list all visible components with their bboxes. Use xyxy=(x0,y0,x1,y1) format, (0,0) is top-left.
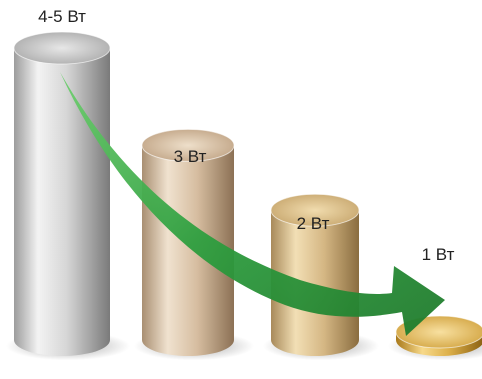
category-label: 2 Вт xyxy=(297,214,330,233)
labels-layer: 4-5 Вт 3 Вт 2 Вт 1 Вт xyxy=(38,7,455,264)
bar xyxy=(396,332,482,356)
bar-top xyxy=(13,31,111,65)
trend-arrow xyxy=(60,72,445,336)
bar-top xyxy=(141,128,235,162)
bar xyxy=(271,210,359,356)
category-label: 3 Вт xyxy=(174,147,207,166)
category-label: 1 Вт xyxy=(422,245,455,264)
category-label: 4-5 Вт xyxy=(38,7,86,26)
bar xyxy=(14,48,110,356)
bar-top xyxy=(270,193,360,227)
arrow-layer xyxy=(60,72,445,336)
bar xyxy=(142,145,234,356)
